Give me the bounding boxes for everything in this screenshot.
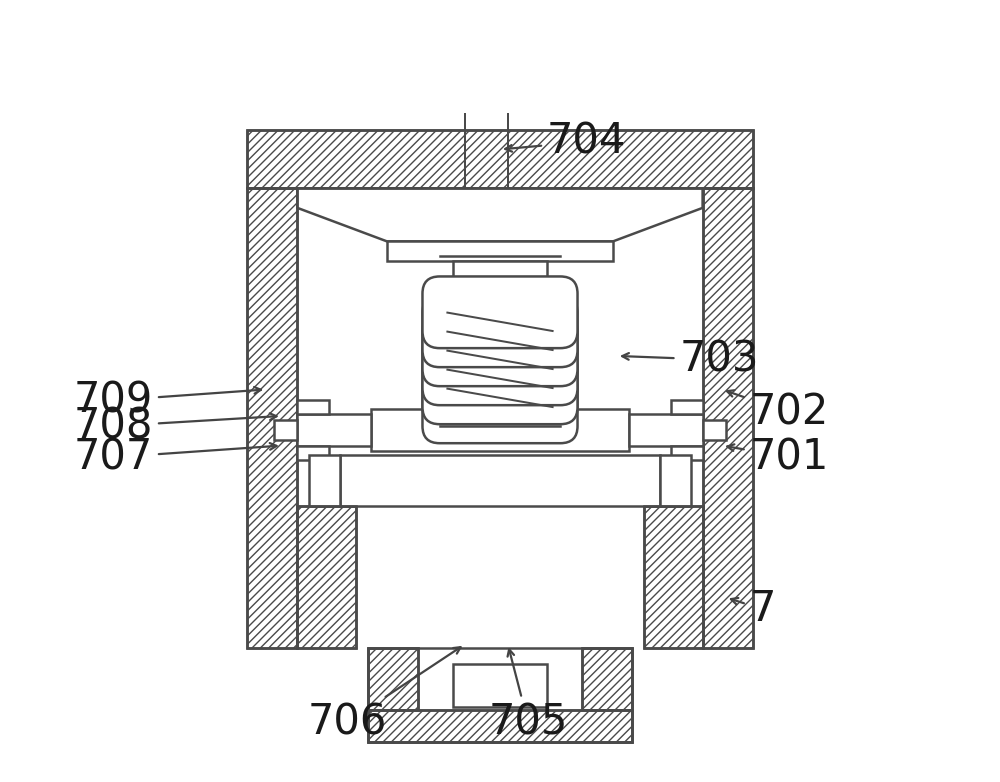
Bar — [247, 130, 753, 188]
Text: 705: 705 — [488, 649, 568, 743]
FancyBboxPatch shape — [422, 277, 578, 348]
Bar — [247, 188, 297, 648]
Bar — [660, 455, 691, 506]
Bar — [274, 420, 297, 439]
Text: 7: 7 — [731, 588, 776, 630]
Text: 708: 708 — [74, 405, 277, 447]
Bar — [297, 188, 703, 648]
Bar — [453, 261, 547, 284]
Bar — [671, 400, 703, 414]
Bar — [644, 506, 703, 648]
Bar — [447, 284, 553, 293]
Bar — [309, 455, 340, 506]
Bar — [371, 408, 629, 451]
FancyBboxPatch shape — [422, 314, 578, 386]
Bar — [644, 506, 703, 648]
Polygon shape — [297, 188, 703, 242]
Bar — [297, 400, 329, 414]
Bar — [703, 420, 726, 439]
FancyBboxPatch shape — [422, 353, 578, 424]
FancyBboxPatch shape — [422, 371, 578, 443]
Text: 704: 704 — [505, 120, 626, 163]
Bar — [297, 414, 371, 446]
Bar — [297, 506, 356, 648]
Bar — [247, 188, 297, 648]
Bar — [671, 446, 703, 460]
Bar — [453, 664, 547, 707]
Bar — [368, 648, 418, 711]
Bar — [340, 455, 660, 506]
Text: 702: 702 — [727, 390, 829, 434]
Text: 707: 707 — [74, 436, 277, 479]
Bar — [703, 188, 753, 648]
Bar — [368, 711, 632, 741]
Text: 706: 706 — [308, 647, 461, 743]
Text: 709: 709 — [74, 379, 261, 421]
Text: 703: 703 — [622, 339, 759, 381]
Bar — [582, 648, 632, 711]
Bar — [703, 188, 753, 648]
Bar — [387, 242, 613, 261]
Bar — [297, 446, 329, 460]
Bar — [629, 414, 703, 446]
FancyBboxPatch shape — [422, 296, 578, 368]
Bar — [368, 648, 632, 741]
FancyBboxPatch shape — [422, 333, 578, 405]
Bar — [418, 648, 582, 711]
Bar — [247, 130, 753, 188]
Bar — [368, 711, 632, 741]
Bar — [297, 506, 356, 648]
Bar — [582, 648, 632, 711]
Bar — [368, 648, 418, 711]
Text: 701: 701 — [727, 436, 829, 479]
